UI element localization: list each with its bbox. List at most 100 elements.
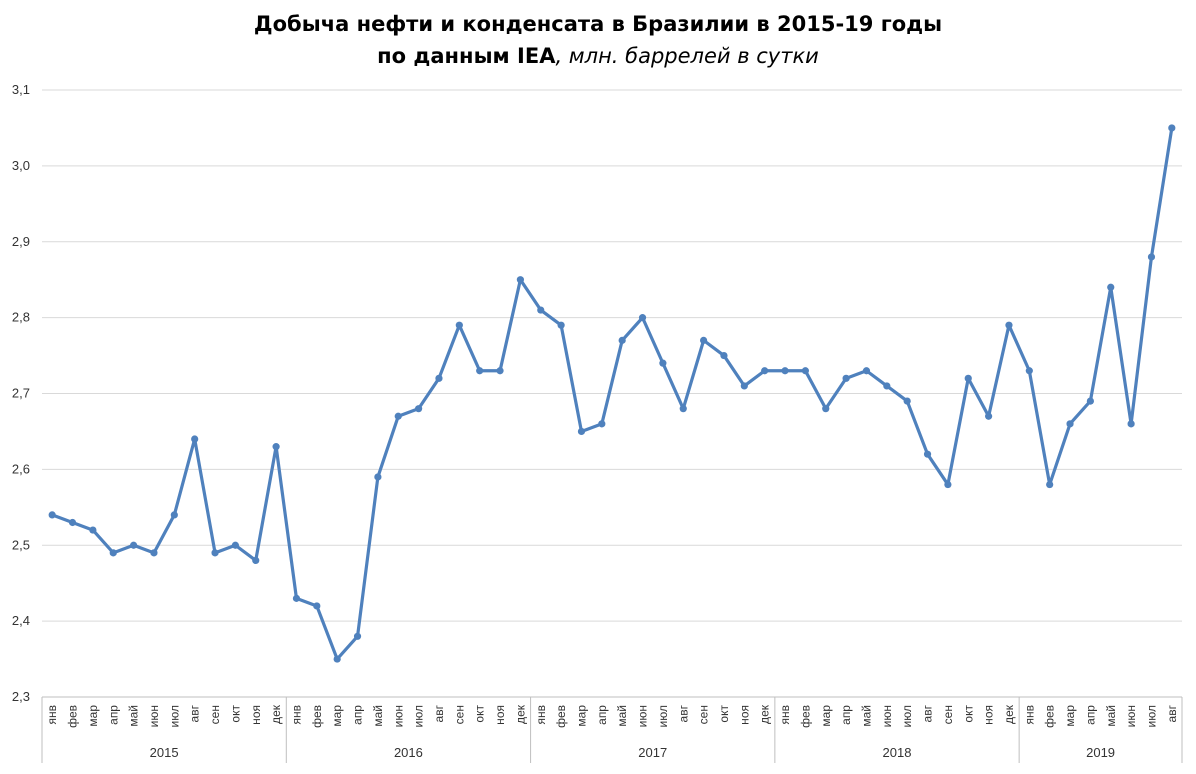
x-tick-label-month: май [127, 705, 141, 727]
data-point [130, 541, 138, 549]
x-tick-label-month: авг [188, 704, 202, 722]
x-tick-label-month: май [371, 705, 385, 727]
x-tick-label-month: сен [208, 705, 222, 724]
x-tick-label-year: 2017 [638, 745, 667, 760]
data-point [1025, 367, 1033, 375]
data-point [923, 450, 932, 458]
x-tick-label-month: мар [1063, 705, 1077, 727]
data-point [374, 473, 382, 481]
x-tick-label-month: окт [717, 705, 731, 723]
x-tick-label-year: 2016 [394, 745, 423, 760]
x-tick-label-month: янв [534, 705, 548, 725]
x-tick-label-month: янв [45, 705, 59, 725]
data-point [700, 336, 708, 344]
data-point [1168, 124, 1176, 132]
data-point [292, 594, 301, 602]
x-tick-label-month: июл [900, 705, 914, 727]
x-tick-label-year: 2018 [883, 745, 912, 760]
data-point [801, 367, 809, 375]
x-tick-label-month: мар [330, 705, 344, 727]
x-tick-label-month: фев [554, 705, 568, 728]
y-tick-label: 2,3 [12, 689, 30, 704]
chart-title-main: Добыча нефти и конденсата в Бразилии в 2… [253, 12, 943, 36]
x-tick-label-month: мар [819, 705, 833, 727]
x-tick-label-month: дек [758, 704, 772, 724]
data-point [577, 427, 586, 436]
data-point [659, 359, 667, 367]
x-tick-label-month: июл [656, 705, 670, 727]
y-tick-label: 2,4 [12, 613, 30, 628]
data-point [537, 306, 545, 314]
data-point [170, 511, 178, 519]
x-tick-label-month: май [859, 705, 873, 727]
data-point [68, 518, 77, 527]
x-tick-label-month: авг [676, 704, 690, 722]
x-tick-label-month: дек [513, 704, 527, 724]
x-tick-label-year: 2019 [1086, 745, 1115, 760]
data-point [822, 405, 830, 413]
x-tick-label-month: апр [351, 705, 365, 725]
data-point [679, 405, 687, 413]
data-point [1147, 253, 1156, 261]
x-tick-label-month: сен [452, 705, 466, 724]
x-tick-label-month: июл [1144, 705, 1158, 727]
data-point [231, 541, 239, 549]
data-point [862, 367, 871, 375]
data-point [48, 511, 56, 519]
data-point [781, 367, 789, 375]
data-point [618, 336, 626, 344]
x-axis: янв фев мар апр май июн июл авг сен окт ноя дек янв ф… [41, 697, 1183, 763]
x-tick-label-month: фев [1043, 705, 1057, 728]
x-tick-label-month: июн [391, 705, 405, 727]
y-tick-label: 2,5 [12, 537, 30, 552]
x-tick-label-month: фев [798, 705, 812, 728]
data-point [1046, 480, 1054, 489]
x-tick-label-month: дек [269, 704, 283, 724]
data-point [842, 374, 850, 382]
x-tick-label-month: ноя [982, 705, 996, 725]
chart-subtitle-source: по данным IEA [377, 44, 556, 68]
data-point [720, 351, 728, 360]
data-point [883, 382, 891, 390]
x-tick-label-month: авг [1165, 704, 1179, 722]
x-tick-label-month: фев [310, 705, 324, 728]
x-tick-label-year: 2015 [150, 745, 179, 760]
data-point [1066, 420, 1074, 428]
x-tick-label-month: июн [1124, 705, 1138, 727]
y-tick-label: 2,8 [12, 310, 30, 325]
x-tick-label-month: фев [66, 705, 80, 728]
x-tick-label-month: апр [106, 705, 120, 725]
x-tick-label-month: июл [167, 705, 181, 727]
x-tick-label-month: ноя [249, 705, 263, 725]
series-line [51, 127, 1174, 661]
series-oil-production [48, 124, 1176, 663]
x-tick-label-month: апр [1083, 705, 1097, 725]
data-point [516, 276, 524, 284]
y-tick-label: 3,1 [12, 82, 30, 97]
y-axis: 2,3 2,4 2,5 2,6 2,7 2,8 2,9 3,0 3,1 [12, 82, 30, 704]
x-tick-label-month: янв [1022, 705, 1036, 725]
data-point [761, 367, 769, 375]
x-tick-label-month: ноя [737, 705, 751, 725]
x-tick-label-month: янв [289, 705, 303, 725]
data-point [109, 549, 117, 557]
chart-subtitle-unit: , млн. баррелей в сутки [555, 44, 819, 68]
x-tick-label-month: янв [778, 705, 792, 725]
data-point [211, 549, 219, 557]
x-tick-label-month: июн [636, 705, 650, 727]
x-tick-label-month: июн [880, 705, 894, 727]
data-point [964, 374, 972, 382]
data-point [476, 367, 484, 375]
data-point [557, 321, 565, 329]
data-point [638, 314, 647, 322]
data-point [394, 412, 402, 420]
x-tick-label-month: май [615, 705, 629, 727]
x-tick-label-month: окт [228, 705, 242, 723]
data-point [496, 367, 504, 375]
data-point [1086, 397, 1094, 405]
data-point [272, 443, 280, 451]
x-tick-label-month: дек [1002, 704, 1016, 724]
x-tick-label-month: авг [432, 704, 446, 722]
data-point [1107, 283, 1115, 291]
